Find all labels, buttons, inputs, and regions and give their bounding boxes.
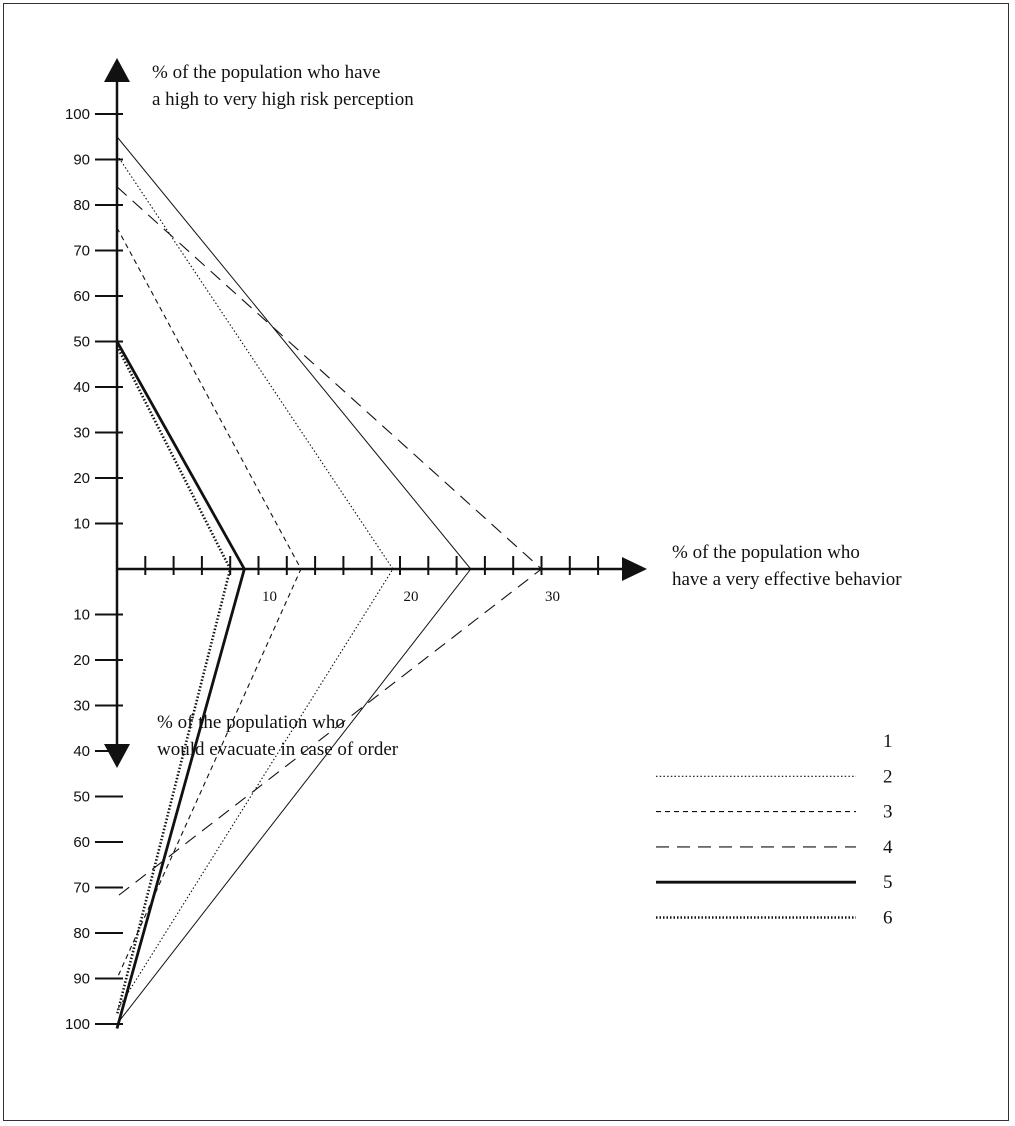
down-tick-label: 10	[73, 607, 90, 624]
right-axis-title: % of the population who	[672, 542, 860, 563]
axes: 10 20 30 40 50 60 70 80 90 100 10 20 30 40 50 60 70 80 90 1…	[65, 58, 647, 1033]
up-tick-label: 50	[73, 334, 90, 351]
down-tick-label: 80	[73, 925, 90, 942]
down-tick-label: 90	[73, 971, 90, 988]
down-axis-title: would evacuate in case of order	[157, 739, 399, 760]
up-axis-title: % of the population who have	[152, 62, 380, 83]
axis-titles: % of the population who have a high to ve…	[152, 62, 902, 760]
up-tick-label: 10	[73, 516, 90, 533]
arrow-right-icon	[622, 557, 647, 581]
series-line-2	[116, 154, 394, 1011]
down-tick-label: 100	[65, 1016, 90, 1033]
arrow-down-icon	[104, 744, 130, 768]
legend: 1 2 3 4 5 6	[656, 731, 893, 929]
legend-label-4: 4	[883, 837, 893, 858]
up-tick-label: 30	[73, 425, 90, 442]
right-tick-label: 10	[262, 589, 277, 605]
legend-label-2: 2	[883, 766, 893, 787]
series-line-5	[115, 340, 246, 1029]
up-tick-label: 40	[73, 379, 90, 396]
up-axis-title: a high to very high risk perception	[152, 89, 414, 110]
right-tick-label: 20	[404, 589, 419, 605]
legend-label-1: 1	[883, 731, 893, 752]
right-tick-label: 30	[545, 589, 560, 605]
legend-label-5: 5	[883, 872, 893, 893]
down-tick-label: 70	[73, 880, 90, 897]
up-tick-label: 90	[73, 152, 90, 169]
up-tick-label: 100	[65, 106, 90, 123]
down-tick-label: 50	[73, 789, 90, 806]
down-axis-title: % of the population who	[157, 712, 345, 733]
series-line-3	[116, 227, 302, 979]
chart-frame	[3, 3, 1009, 1121]
right-axis-title: have a very effective behavior	[672, 569, 902, 590]
legend-label-3: 3	[883, 802, 893, 823]
up-tick-label: 60	[73, 288, 90, 305]
legend-label-6: 6	[883, 908, 893, 929]
series-line-1	[116, 136, 472, 1025]
down-tick-label: 40	[73, 743, 90, 760]
series-layer	[115, 136, 543, 1029]
series-line-6	[115, 345, 232, 1016]
series-line-4	[116, 186, 543, 898]
up-tick-label: 20	[73, 470, 90, 487]
arrow-up-icon	[104, 58, 130, 82]
down-tick-label: 20	[73, 652, 90, 669]
down-tick-label: 30	[73, 698, 90, 715]
down-tick-label: 60	[73, 834, 90, 851]
up-tick-label: 70	[73, 243, 90, 260]
up-tick-label: 80	[73, 197, 90, 214]
